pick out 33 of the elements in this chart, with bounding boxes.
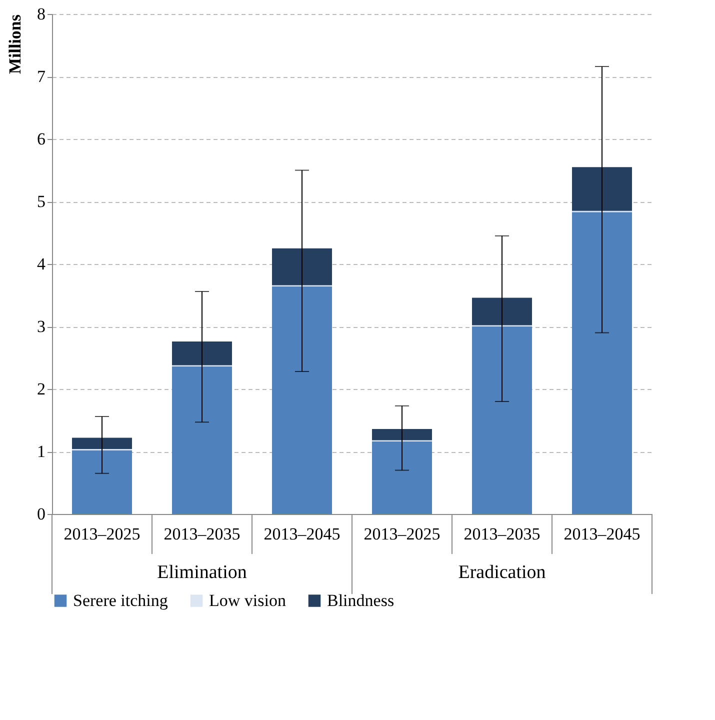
y-tick-label: 8 — [37, 4, 46, 24]
x-tick-label: 2013–2035 — [164, 524, 240, 544]
y-tick-label: 5 — [37, 192, 46, 211]
y-tick-label: 3 — [37, 317, 46, 336]
y-axis-title: Millions — [6, 14, 24, 74]
bar — [372, 429, 432, 440]
y-tick-label: 2 — [37, 380, 46, 398]
bar — [272, 286, 332, 514]
x-tick-label: 2013–2045 — [564, 524, 640, 544]
bar — [272, 248, 332, 286]
bar — [572, 167, 632, 211]
x-tick-label: 2013–2045 — [264, 524, 340, 544]
text: Elimination — [157, 562, 248, 583]
bar — [372, 442, 432, 514]
legend-label: Serere itching — [73, 590, 168, 610]
y-tick-label: 1 — [37, 442, 46, 461]
y-tick-label: 0 — [37, 504, 46, 524]
y-tick-label: 6 — [37, 130, 46, 148]
y-tick-label: 4 — [37, 254, 46, 274]
bar — [572, 212, 632, 514]
bar — [472, 326, 532, 514]
bar — [172, 366, 232, 514]
y-tick-label: 7 — [37, 67, 46, 86]
bar — [72, 438, 132, 449]
legend-label: Blindness — [327, 590, 394, 610]
x-tick-label: 2013–2035 — [464, 524, 540, 544]
bar — [72, 450, 132, 514]
text: Eradication — [458, 562, 546, 583]
bar — [472, 298, 532, 326]
x-tick-label: 2013–2025 — [64, 524, 140, 544]
x-tick-label: 2013–2025 — [364, 524, 440, 544]
bar — [172, 342, 232, 366]
legend-label: Low vision — [209, 590, 286, 610]
